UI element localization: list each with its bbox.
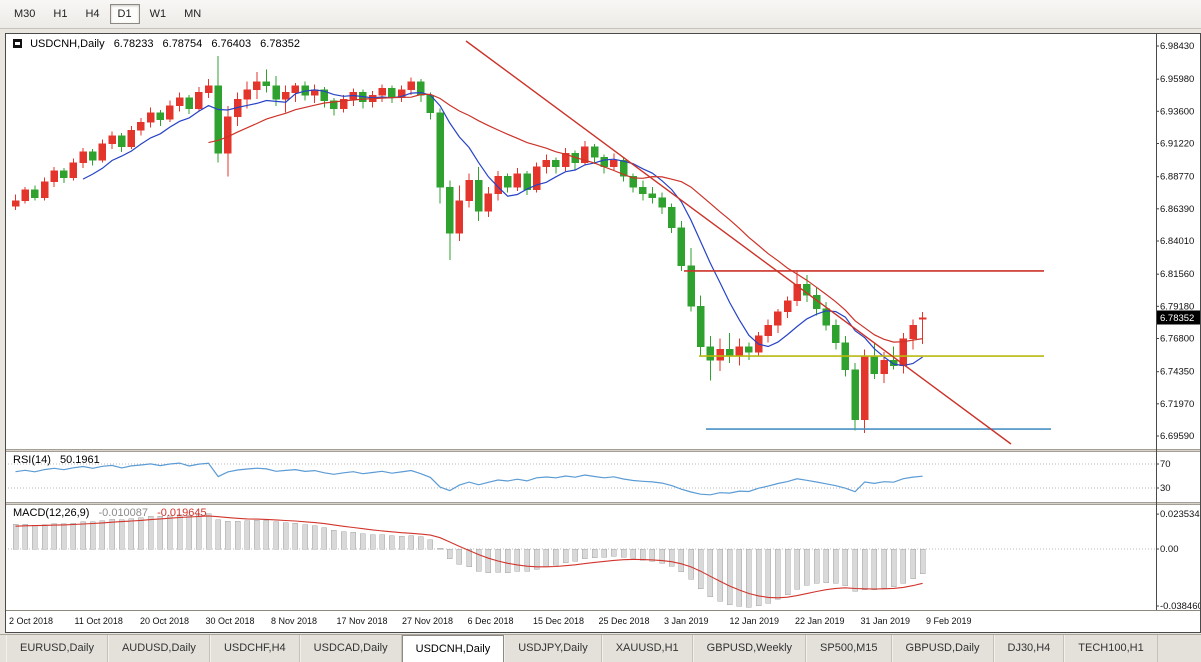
time-axis-label: 25 Dec 2018 <box>599 616 650 626</box>
timeframe-h1-button[interactable]: H1 <box>45 4 75 24</box>
current-price-text: 6.78352 <box>1160 313 1194 324</box>
current-price-badge <box>1157 310 1200 325</box>
macd-label: MACD(12,26,9) -0.010087 -0.019645 <box>13 507 207 519</box>
price-scale[interactable]: 6.98430 6.95980 6.93600 6.91220 6.88770 6.863… <box>1156 41 1200 442</box>
chart-canvas[interactable]: 6.98430 6.95980 6.93600 6.91220 6.88770 6.863… <box>6 34 1200 632</box>
time-axis-label: 22 Jan 2019 <box>795 616 845 626</box>
timeframe-w1-button[interactable]: W1 <box>142 4 175 24</box>
timeframe-mn-button[interactable]: MN <box>176 4 209 24</box>
price-scale-label: 6.84010 <box>1160 236 1194 247</box>
rsi-value: 50.1961 <box>59 454 100 466</box>
time-axis-label: 3 Jan 2019 <box>664 616 709 626</box>
time-axis-label: 20 Oct 2018 <box>140 616 189 626</box>
chart-window-icon <box>13 39 22 48</box>
tab-xauusd-h1[interactable]: XAUUSD,H1 <box>601 635 693 662</box>
price-scale-label: 6.98430 <box>1160 41 1194 52</box>
macd-scale-label: 0.023534 <box>1160 509 1200 520</box>
tab-audusd-daily[interactable]: AUDUSD,Daily <box>107 635 210 662</box>
descending-trendline[interactable] <box>465 40 1012 445</box>
time-axis-label: 31 Jan 2019 <box>861 616 911 626</box>
time-axis[interactable]: 2 Oct 2018 11 Oct 2018 20 Oct 2018 30 Oct 2… <box>9 616 972 626</box>
time-axis-label: 9 Feb 2019 <box>926 616 972 626</box>
price-scale-label: 6.71970 <box>1160 399 1194 410</box>
timeframe-d1-button[interactable]: D1 <box>109 4 140 24</box>
timeframe-m30-button[interactable]: M30 <box>6 4 43 24</box>
low-value: 6.76403 <box>211 38 252 50</box>
macd-name: MACD(12,26,9) <box>13 507 90 519</box>
rsi-level-label: 30 <box>1160 483 1171 494</box>
rsi-level-label: 70 <box>1160 459 1171 470</box>
pane-splitter[interactable] <box>6 449 1200 452</box>
timeframe-toolbar: M30 H1 H4 D1 W1 MN <box>0 0 1201 29</box>
price-scale-label: 6.69590 <box>1160 431 1194 442</box>
price-scale-label: 6.74350 <box>1160 367 1194 378</box>
time-axis-label: 15 Dec 2018 <box>533 616 584 626</box>
rsi-name: RSI(14) <box>13 454 51 466</box>
time-axis-label: 27 Nov 2018 <box>402 616 453 626</box>
high-value: 6.78754 <box>162 38 203 50</box>
price-scale-label: 6.88770 <box>1160 172 1194 183</box>
macd-signal-line <box>15 515 923 599</box>
open-value: 6.78233 <box>113 38 154 50</box>
tab-usdcnh-daily[interactable]: USDCNH,Daily <box>401 635 505 662</box>
time-axis-label: 30 Oct 2018 <box>206 616 255 626</box>
candles-layer <box>11 55 927 434</box>
time-axis-label: 11 Oct 2018 <box>75 616 123 626</box>
rsi-label: RSI(14) 50.1961 <box>13 454 100 466</box>
macd-signal-value: -0.019645 <box>157 507 207 519</box>
tab-gbpusd-daily[interactable]: GBPUSD,Daily <box>891 635 994 662</box>
macd-scale-label: -0.038460 <box>1160 601 1200 612</box>
timeframe-h4-button[interactable]: H4 <box>77 4 107 24</box>
tab-dj30-h4[interactable]: DJ30,H4 <box>993 635 1065 662</box>
macd-main-value: -0.010087 <box>98 507 149 519</box>
tab-usdchf-h4[interactable]: USDCHF,H4 <box>209 635 300 662</box>
time-axis-label: 6 Dec 2018 <box>468 616 514 626</box>
price-scale-label: 6.79180 <box>1160 301 1194 312</box>
tab-eurusd-daily[interactable]: EURUSD,Daily <box>6 635 108 662</box>
close-value: 6.78352 <box>260 38 300 50</box>
tab-usdcad-daily[interactable]: USDCAD,Daily <box>299 635 402 662</box>
price-scale-label: 6.93600 <box>1160 106 1194 117</box>
rsi-line <box>15 462 923 496</box>
chart-ohlc-label: USDCNH,Daily 6.78233 6.78754 6.76403 6.7… <box>13 38 300 50</box>
time-axis-label: 8 Nov 2018 <box>271 616 317 626</box>
ma-fast-line <box>82 89 923 367</box>
time-axis-label: 2 Oct 2018 <box>9 616 53 626</box>
price-scale-label: 6.86390 <box>1160 204 1194 215</box>
macd-histogram <box>12 513 926 608</box>
tab-usdjpy-daily[interactable]: USDJPY,Daily <box>504 635 602 662</box>
tab-gbpusd-weekly[interactable]: GBPUSD,Weekly <box>692 635 807 662</box>
time-axis-label: 12 Jan 2019 <box>730 616 780 626</box>
price-scale-label: 6.95980 <box>1160 74 1194 85</box>
price-scale-label: 6.76800 <box>1160 334 1194 345</box>
macd-scale-label: 0.00 <box>1160 544 1179 555</box>
symbol-period-label: USDCNH,Daily <box>30 38 105 50</box>
tab-sp500-m15[interactable]: SP500,M15 <box>806 635 892 662</box>
ma-slow-line <box>208 93 923 343</box>
chart-window[interactable]: 6.98430 6.95980 6.93600 6.91220 6.88770 6.863… <box>5 33 1201 633</box>
symbol-tabbar: EURUSD,Daily AUDUSD,Daily USDCHF,H4 USDC… <box>0 634 1201 662</box>
pane-splitter[interactable] <box>6 502 1200 505</box>
time-axis-label: 17 Nov 2018 <box>337 616 388 626</box>
tab-tech100-h1[interactable]: TECH100,H1 <box>1064 635 1158 662</box>
price-scale-label: 6.81560 <box>1160 269 1194 280</box>
price-scale-label: 6.91220 <box>1160 139 1194 150</box>
